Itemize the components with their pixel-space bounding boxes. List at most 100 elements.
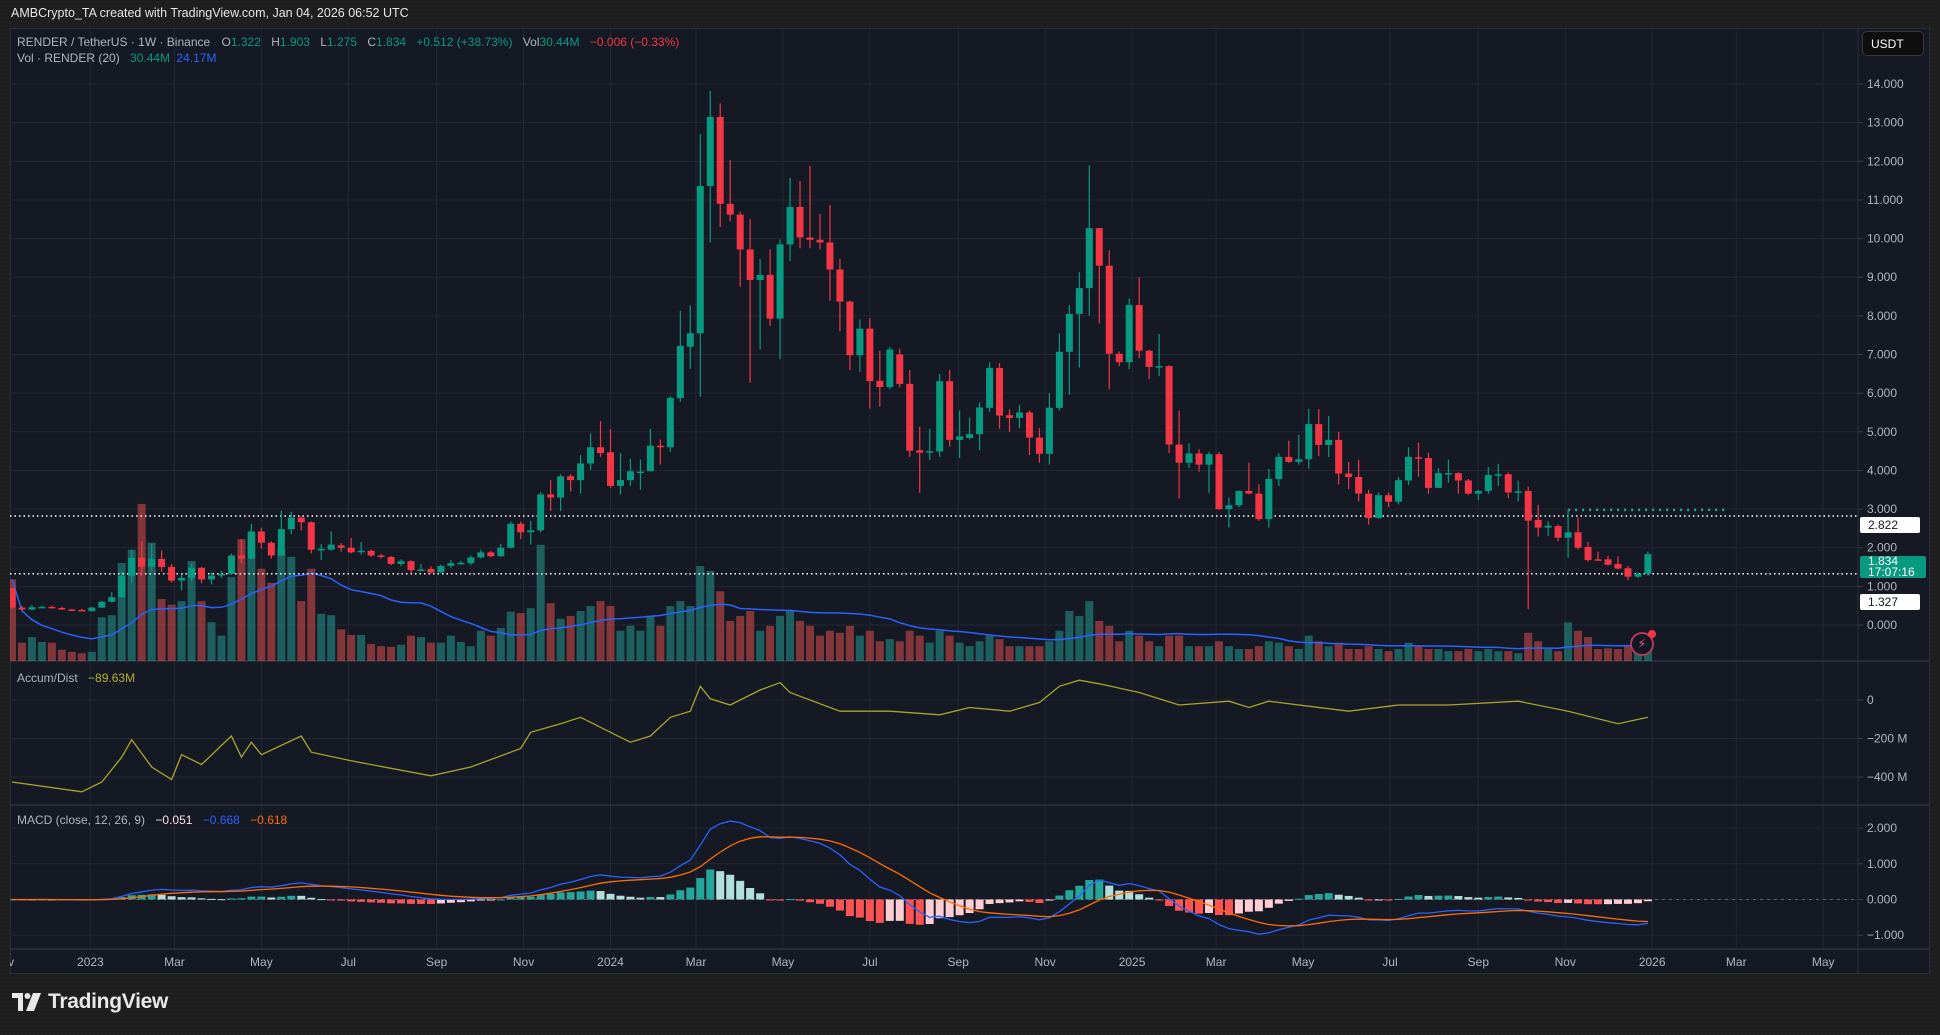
candle	[387, 556, 395, 566]
candle	[1574, 517, 1582, 550]
candle-body	[447, 563, 455, 566]
macd-label[interactable]: MACD (close, 12, 26, 9)	[17, 813, 146, 827]
candle	[577, 454, 585, 494]
time-axis-label: Nov	[1034, 955, 1055, 969]
candle-body	[936, 381, 944, 452]
tradingview-logo[interactable]: TradingView	[12, 990, 168, 1014]
candle	[48, 605, 56, 609]
candle	[656, 439, 664, 465]
candle-body	[1006, 415, 1013, 418]
volume-bar	[1214, 641, 1223, 661]
volume-bar	[686, 606, 695, 661]
candle-body	[1045, 407, 1053, 454]
candle	[956, 410, 964, 459]
candle	[98, 601, 106, 608]
volume-bar	[1514, 653, 1523, 661]
candles	[10, 90, 1652, 612]
candle	[1365, 489, 1373, 525]
candle-body	[1155, 366, 1163, 368]
volume-bar	[1005, 646, 1014, 661]
volume-bar	[1494, 651, 1503, 661]
macd-histogram-bar	[1105, 885, 1114, 900]
candle-body	[786, 206, 794, 245]
candle	[1544, 521, 1552, 537]
candle	[267, 541, 275, 559]
volume-bar	[506, 611, 515, 661]
volume-bar	[875, 641, 884, 661]
macd-histogram-bar	[1504, 897, 1513, 900]
volume-indicator-label[interactable]: Vol · RENDER (20)	[17, 51, 120, 65]
macd-histogram-bar	[1135, 894, 1144, 900]
price-axis-label: 13.000	[1867, 116, 1904, 130]
symbol-title[interactable]: RENDER / TetherUS · 1W · Binance	[17, 35, 211, 49]
candle-body	[746, 249, 754, 280]
macd-histogram-value: −0.051	[155, 813, 193, 827]
macd-histogram-bar	[1075, 885, 1084, 900]
volume-bar	[407, 635, 415, 661]
macd-histogram-bar	[1264, 899, 1273, 908]
volume-bar	[905, 630, 914, 661]
macd-histogram-bar	[1234, 899, 1243, 914]
candle	[776, 239, 784, 360]
candle	[1484, 466, 1492, 495]
volume-bar	[17, 642, 26, 661]
time-axis-label: 2023	[77, 955, 104, 969]
macd-histogram-bar	[676, 890, 685, 900]
candle	[1345, 461, 1353, 489]
accum-dist-label[interactable]: Accum/Dist	[17, 671, 78, 685]
time-axis-label: Jul	[862, 955, 877, 969]
volume-bar	[1264, 641, 1273, 661]
candle	[148, 543, 156, 571]
volume-bar	[1095, 620, 1104, 661]
candle	[1584, 541, 1592, 562]
candle	[866, 318, 874, 409]
macd-histogram-bar	[835, 899, 844, 911]
volume-bar	[1444, 651, 1453, 661]
volume-bar	[1254, 646, 1263, 661]
macd-histogram-bar	[845, 899, 854, 917]
candle-body	[616, 480, 624, 486]
candle-body	[88, 607, 96, 612]
candle	[666, 396, 674, 452]
candle-body	[1315, 424, 1323, 445]
level-line-price-label: 2.822	[1860, 517, 1920, 533]
horizontal-lines	[10, 508, 1858, 575]
candle-body	[1644, 554, 1652, 574]
candle	[587, 433, 595, 470]
macd-signal-value: −0.618	[250, 813, 288, 827]
volume-bar	[47, 642, 56, 661]
volume-bar	[1374, 649, 1383, 661]
volume-bar	[945, 635, 954, 661]
candle-body	[856, 328, 864, 356]
macd-histogram-bar	[995, 899, 1004, 904]
candle-body	[866, 328, 874, 382]
candle	[317, 543, 325, 561]
macd-histogram-bar	[387, 899, 396, 904]
macd-histogram-bar	[646, 897, 655, 900]
candle	[1025, 410, 1033, 455]
macd-histogram-bar	[217, 899, 226, 901]
volume-bar	[726, 620, 735, 661]
volume-bar	[835, 632, 844, 661]
currency-button[interactable]: USDT	[1862, 31, 1924, 56]
macd-histogram-bar	[187, 897, 196, 900]
volume-bar	[1394, 649, 1403, 661]
volume-bar	[1274, 642, 1283, 661]
candle	[168, 563, 176, 583]
candle-body	[1385, 495, 1393, 502]
lightning-icon[interactable]: ⚡︎	[1630, 630, 1656, 656]
candle-body	[397, 561, 405, 564]
candle	[227, 553, 235, 575]
candle	[497, 543, 505, 557]
candle-body	[477, 552, 485, 558]
candle	[467, 555, 475, 566]
candle	[1006, 409, 1013, 432]
macd-histogram-bar	[476, 899, 485, 901]
candle	[1295, 434, 1303, 465]
volume-bar	[1554, 651, 1563, 661]
volume-bar	[207, 622, 216, 661]
candle	[826, 204, 834, 301]
candle	[1105, 250, 1113, 390]
candle-body	[1504, 474, 1512, 493]
